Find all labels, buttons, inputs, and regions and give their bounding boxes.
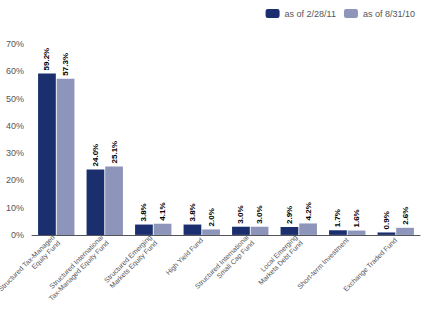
svg-text:59.2%: 59.2%: [42, 48, 51, 71]
svg-text:as of 8/31/10: as of 8/31/10: [363, 9, 415, 19]
svg-text:10%: 10%: [6, 203, 24, 213]
svg-text:40%: 40%: [6, 121, 24, 131]
svg-text:Short-term Investment: Short-term Investment: [296, 236, 350, 290]
svg-text:70%: 70%: [6, 39, 24, 49]
svg-text:3.0%: 3.0%: [236, 205, 245, 223]
svg-text:2.0%: 2.0%: [207, 208, 216, 226]
svg-text:57.3%: 57.3%: [61, 53, 70, 76]
svg-text:Structured International: Structured International: [48, 233, 105, 290]
svg-text:Small Cap Fund: Small Cap Fund: [215, 239, 256, 280]
svg-text:1.6%: 1.6%: [352, 209, 361, 227]
svg-text:Markets Debt Fund: Markets Debt Fund: [257, 239, 304, 286]
svg-text:0.9%: 0.9%: [382, 211, 391, 229]
svg-text:4.2%: 4.2%: [304, 202, 313, 220]
svg-text:60%: 60%: [6, 66, 24, 76]
svg-text:2.9%: 2.9%: [285, 206, 294, 224]
svg-text:2.6%: 2.6%: [401, 207, 410, 225]
svg-text:Markets Equity Fund: Markets Equity Fund: [108, 239, 159, 290]
svg-text:Structured Emerging: Structured Emerging: [103, 234, 154, 285]
svg-text:30%: 30%: [6, 148, 24, 158]
svg-text:4.1%: 4.1%: [158, 202, 167, 220]
svg-text:Exchange Traded Fund: Exchange Traded Fund: [342, 236, 399, 293]
svg-text:25.1%: 25.1%: [110, 141, 119, 164]
svg-text:as of 2/28/11: as of 2/28/11: [285, 9, 336, 19]
svg-text:24.0%: 24.0%: [91, 144, 100, 167]
svg-text:1.7%: 1.7%: [333, 209, 342, 227]
svg-text:Structured International: Structured International: [194, 233, 251, 290]
svg-text:0%: 0%: [11, 230, 24, 240]
svg-text:Tax-Managed Equity Fund: Tax-Managed Equity Fund: [47, 239, 110, 302]
svg-text:High Yield Fund: High Yield Fund: [164, 236, 205, 277]
svg-text:20%: 20%: [6, 175, 24, 185]
svg-text:50%: 50%: [6, 94, 24, 104]
svg-text:Local Emerging: Local Emerging: [259, 233, 299, 273]
svg-text:3.8%: 3.8%: [188, 203, 197, 221]
svg-text:Equity Fund: Equity Fund: [30, 239, 62, 271]
svg-text:3.8%: 3.8%: [139, 203, 148, 221]
svg-text:3.0%: 3.0%: [255, 205, 264, 223]
